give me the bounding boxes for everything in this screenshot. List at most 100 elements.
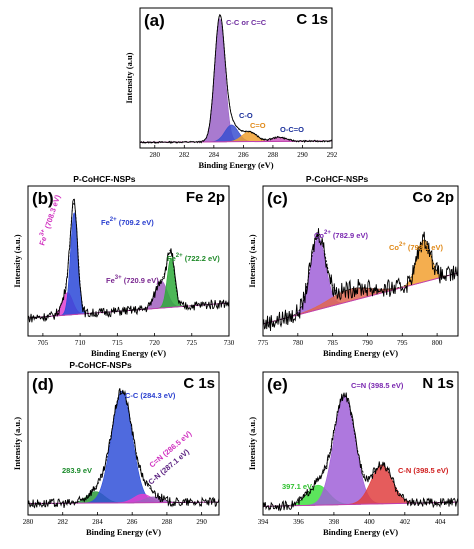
- x-tick-label: 290: [297, 151, 308, 159]
- panel-e: 394 396 398 400 402 404 Binding Energy (eV) Int…: [247, 371, 459, 537]
- annotation-superscript: 2+: [324, 230, 331, 236]
- panel-label: (a): [144, 11, 165, 30]
- annotation-text: C=N (398.5 eV): [351, 381, 404, 390]
- peak-0: [140, 18, 332, 143]
- panel-d: 280 282 284 286 288 290 Binding Energy (eV) Int…: [12, 360, 220, 537]
- x-tick-label: 292: [327, 151, 338, 159]
- annotation-superscript: 3+: [39, 228, 47, 237]
- x-tick-label: 284: [92, 518, 103, 526]
- annotation-tail: (720.9 eV): [122, 276, 160, 285]
- panel-label: (b): [32, 189, 54, 208]
- annotation-text: C-C (284.3 eV): [125, 391, 176, 400]
- plot-frame: [27, 185, 230, 337]
- plot-frame: [139, 7, 333, 149]
- fit-envelope: [263, 394, 458, 507]
- annotation-superscript: 2+: [176, 253, 183, 259]
- peak-annotation: C=N (398.5 eV): [351, 381, 404, 390]
- panel-title: Fe 2p: [186, 189, 225, 206]
- experimental-curve: [28, 198, 229, 323]
- peak-1: [28, 212, 229, 319]
- x-tick-label: 394: [258, 518, 269, 526]
- panel-b: 705 710 715 720 725 730 Binding Energy (eV) Int…: [12, 174, 235, 358]
- plot-frame: [27, 371, 220, 516]
- x-tick-label: 705: [38, 339, 49, 347]
- peak-annotation: 397.1 eV: [282, 482, 312, 491]
- peak-annotation: 283.9 eV: [62, 466, 92, 475]
- x-tick-label: 715: [112, 339, 123, 347]
- annotation-superscript: 3+: [115, 275, 122, 281]
- plot-frame: [262, 185, 459, 337]
- x-tick-label: 398: [329, 518, 340, 526]
- x-tick-label: 282: [57, 518, 68, 526]
- plot-area: [140, 14, 332, 145]
- x-tick-label: 775: [258, 339, 269, 347]
- panel-title: N 1s: [422, 375, 454, 392]
- plot-frame: [262, 371, 459, 516]
- annotation-text: Fe: [101, 218, 110, 227]
- x-tick-label: 790: [362, 339, 373, 347]
- annotation-text: Fe: [106, 276, 115, 285]
- x-tick-label: 288: [162, 518, 173, 526]
- annotation-text: C-O: [239, 111, 253, 120]
- x-tick-label: 400: [364, 518, 375, 526]
- fit-envelope: [28, 390, 219, 504]
- annotation-tail: (722.2 eV): [183, 254, 221, 263]
- x-tick-label: 710: [75, 339, 86, 347]
- panel-c: 775 780 785 790 795 800 Binding Energy (eV) Int…: [247, 174, 459, 358]
- peak-annotation: O-C=O: [280, 125, 304, 134]
- experimental-curve: [28, 388, 219, 509]
- annotation-text: O-C=O: [280, 125, 304, 134]
- peak-annotation: C-C or C=C: [226, 18, 267, 27]
- annotation-text: 397.1 eV: [282, 482, 312, 491]
- x-axis-label: Binding Energy (eV): [86, 527, 161, 537]
- peak-annotation: C-N (398.5 eV): [398, 466, 449, 475]
- plot-area: [263, 392, 458, 512]
- x-axis-label: Binding Energy (eV): [91, 348, 166, 358]
- sample-name: P-CoHCF-NSPs: [69, 360, 132, 370]
- peak-annotation: Co2+ (798.1 eV): [389, 242, 443, 252]
- x-tick-label: 720: [149, 339, 160, 347]
- peak-annotation: Fe2+ (709.2 eV): [101, 217, 154, 227]
- x-tick-label: 785: [327, 339, 338, 347]
- y-axis-label: Intensity (a.u.): [12, 234, 22, 287]
- x-tick-label: 288: [268, 151, 279, 159]
- x-tick-label: 284: [209, 151, 220, 159]
- sample-name: P-CoHCF-NSPs: [73, 174, 136, 184]
- sample-name: P-CoHCF-NSPs: [306, 174, 369, 184]
- panel-a: 280 282 284 286 288 290 292 Binding Energy (eV)…: [124, 7, 338, 170]
- x-tick-label: 290: [196, 518, 207, 526]
- plot-area: [28, 388, 219, 509]
- x-axis-label: Binding Energy (eV): [198, 160, 273, 170]
- x-tick-label: 280: [150, 151, 161, 159]
- peak-3: [28, 257, 229, 319]
- peak-annotation: Co2+ (782.9 eV): [314, 230, 368, 240]
- fit-envelope: [263, 233, 458, 325]
- x-axis-label: Binding Energy (eV): [323, 527, 398, 537]
- background-line: [28, 302, 229, 319]
- annotation-text: Co: [314, 231, 324, 240]
- annotation-tail: (798.1 eV): [406, 243, 444, 252]
- panel-label: (d): [32, 375, 54, 394]
- annotation-text: C=O: [250, 121, 266, 130]
- annotation-superscript: 2+: [110, 217, 117, 223]
- annotation-text: 283.9 eV: [62, 466, 92, 475]
- annotation-text: Fe: [167, 254, 176, 263]
- fit-envelope: [140, 14, 332, 143]
- peak-annotation: Fe3+ (720.9 eV): [106, 275, 159, 285]
- peak-annotation: C-C (284.3 eV): [125, 391, 176, 400]
- plot-area: [263, 228, 458, 331]
- experimental-curve: [140, 14, 332, 145]
- x-tick-label: 795: [397, 339, 408, 347]
- panel-title: C 1s: [183, 375, 215, 392]
- x-tick-label: 800: [432, 339, 443, 347]
- peak-1: [28, 391, 219, 504]
- annotation-text: C-C or C=C: [226, 18, 267, 27]
- annotation-tail: (709.2 eV): [117, 218, 155, 227]
- x-tick-label: 730: [224, 339, 235, 347]
- x-tick-label: 780: [293, 339, 304, 347]
- peak-annotation: Fe2+ (722.2 eV): [167, 253, 220, 263]
- panel-title: C 1s: [296, 11, 328, 28]
- x-tick-label: 286: [238, 151, 249, 159]
- y-axis-label: Intensity (a.u.): [247, 417, 257, 470]
